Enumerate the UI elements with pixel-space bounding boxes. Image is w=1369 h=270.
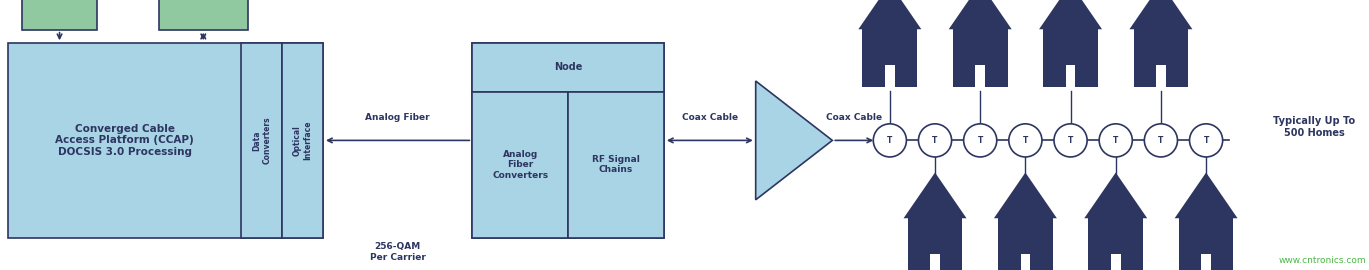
Polygon shape (1129, 0, 1192, 29)
Bar (908, 218, 962, 270)
Text: T: T (1113, 136, 1118, 145)
Text: T: T (1023, 136, 1028, 145)
Bar (931, 254, 941, 270)
Text: Coax Cable: Coax Cable (682, 113, 738, 122)
Ellipse shape (1099, 124, 1132, 157)
Polygon shape (858, 0, 921, 29)
Text: Data
Converters: Data Converters (252, 117, 271, 164)
Bar (975, 65, 986, 87)
Bar (1179, 218, 1233, 270)
Bar (159, 0, 248, 30)
Text: T: T (887, 136, 893, 145)
Text: T: T (1158, 136, 1164, 145)
Bar (472, 43, 664, 92)
Ellipse shape (1054, 124, 1087, 157)
Bar (472, 92, 568, 238)
Ellipse shape (919, 124, 951, 157)
Polygon shape (756, 81, 832, 200)
Bar (862, 29, 917, 87)
Ellipse shape (1144, 124, 1177, 157)
Polygon shape (904, 173, 967, 218)
Text: Converged Cable
Access Platform (CCAP)
DOCSIS 3.0 Processing: Converged Cable Access Platform (CCAP) D… (55, 124, 194, 157)
Bar (1043, 29, 1098, 87)
Text: Coax Cable: Coax Cable (827, 113, 882, 122)
Bar (1157, 65, 1166, 87)
Bar (1021, 254, 1031, 270)
Bar (568, 92, 664, 238)
Text: www.cntronics.com: www.cntronics.com (1279, 256, 1366, 265)
Polygon shape (949, 0, 1012, 29)
Text: Optical
Interface: Optical Interface (293, 121, 312, 160)
Polygon shape (1084, 173, 1147, 218)
Bar (1066, 65, 1076, 87)
Bar (1202, 254, 1212, 270)
Bar (22, 0, 97, 30)
Bar (953, 29, 1008, 87)
Text: RF Signal
Chains: RF Signal Chains (593, 155, 639, 174)
Bar (1134, 29, 1188, 87)
Polygon shape (1175, 173, 1238, 218)
Ellipse shape (964, 124, 997, 157)
Text: Node: Node (554, 62, 582, 73)
Bar (282, 43, 323, 238)
Bar (886, 65, 895, 87)
Ellipse shape (1190, 124, 1223, 157)
Text: 256-QAM
Per Carrier: 256-QAM Per Carrier (370, 242, 426, 262)
Ellipse shape (1009, 124, 1042, 157)
Bar (1088, 218, 1143, 270)
Text: T: T (932, 136, 938, 145)
Text: Analog
Fiber
Converters: Analog Fiber Converters (493, 150, 548, 180)
Text: T: T (977, 136, 983, 145)
Bar (1112, 254, 1121, 270)
Text: Analog Fiber: Analog Fiber (366, 113, 430, 122)
Text: T: T (1203, 136, 1209, 145)
Polygon shape (1039, 0, 1102, 29)
Bar (241, 43, 282, 238)
Text: Typically Up To
500 Homes: Typically Up To 500 Homes (1273, 116, 1355, 138)
Bar (472, 43, 664, 238)
Bar (8, 43, 323, 238)
Ellipse shape (873, 124, 906, 157)
Text: T: T (1068, 136, 1073, 145)
Bar (998, 218, 1053, 270)
Polygon shape (994, 173, 1057, 218)
